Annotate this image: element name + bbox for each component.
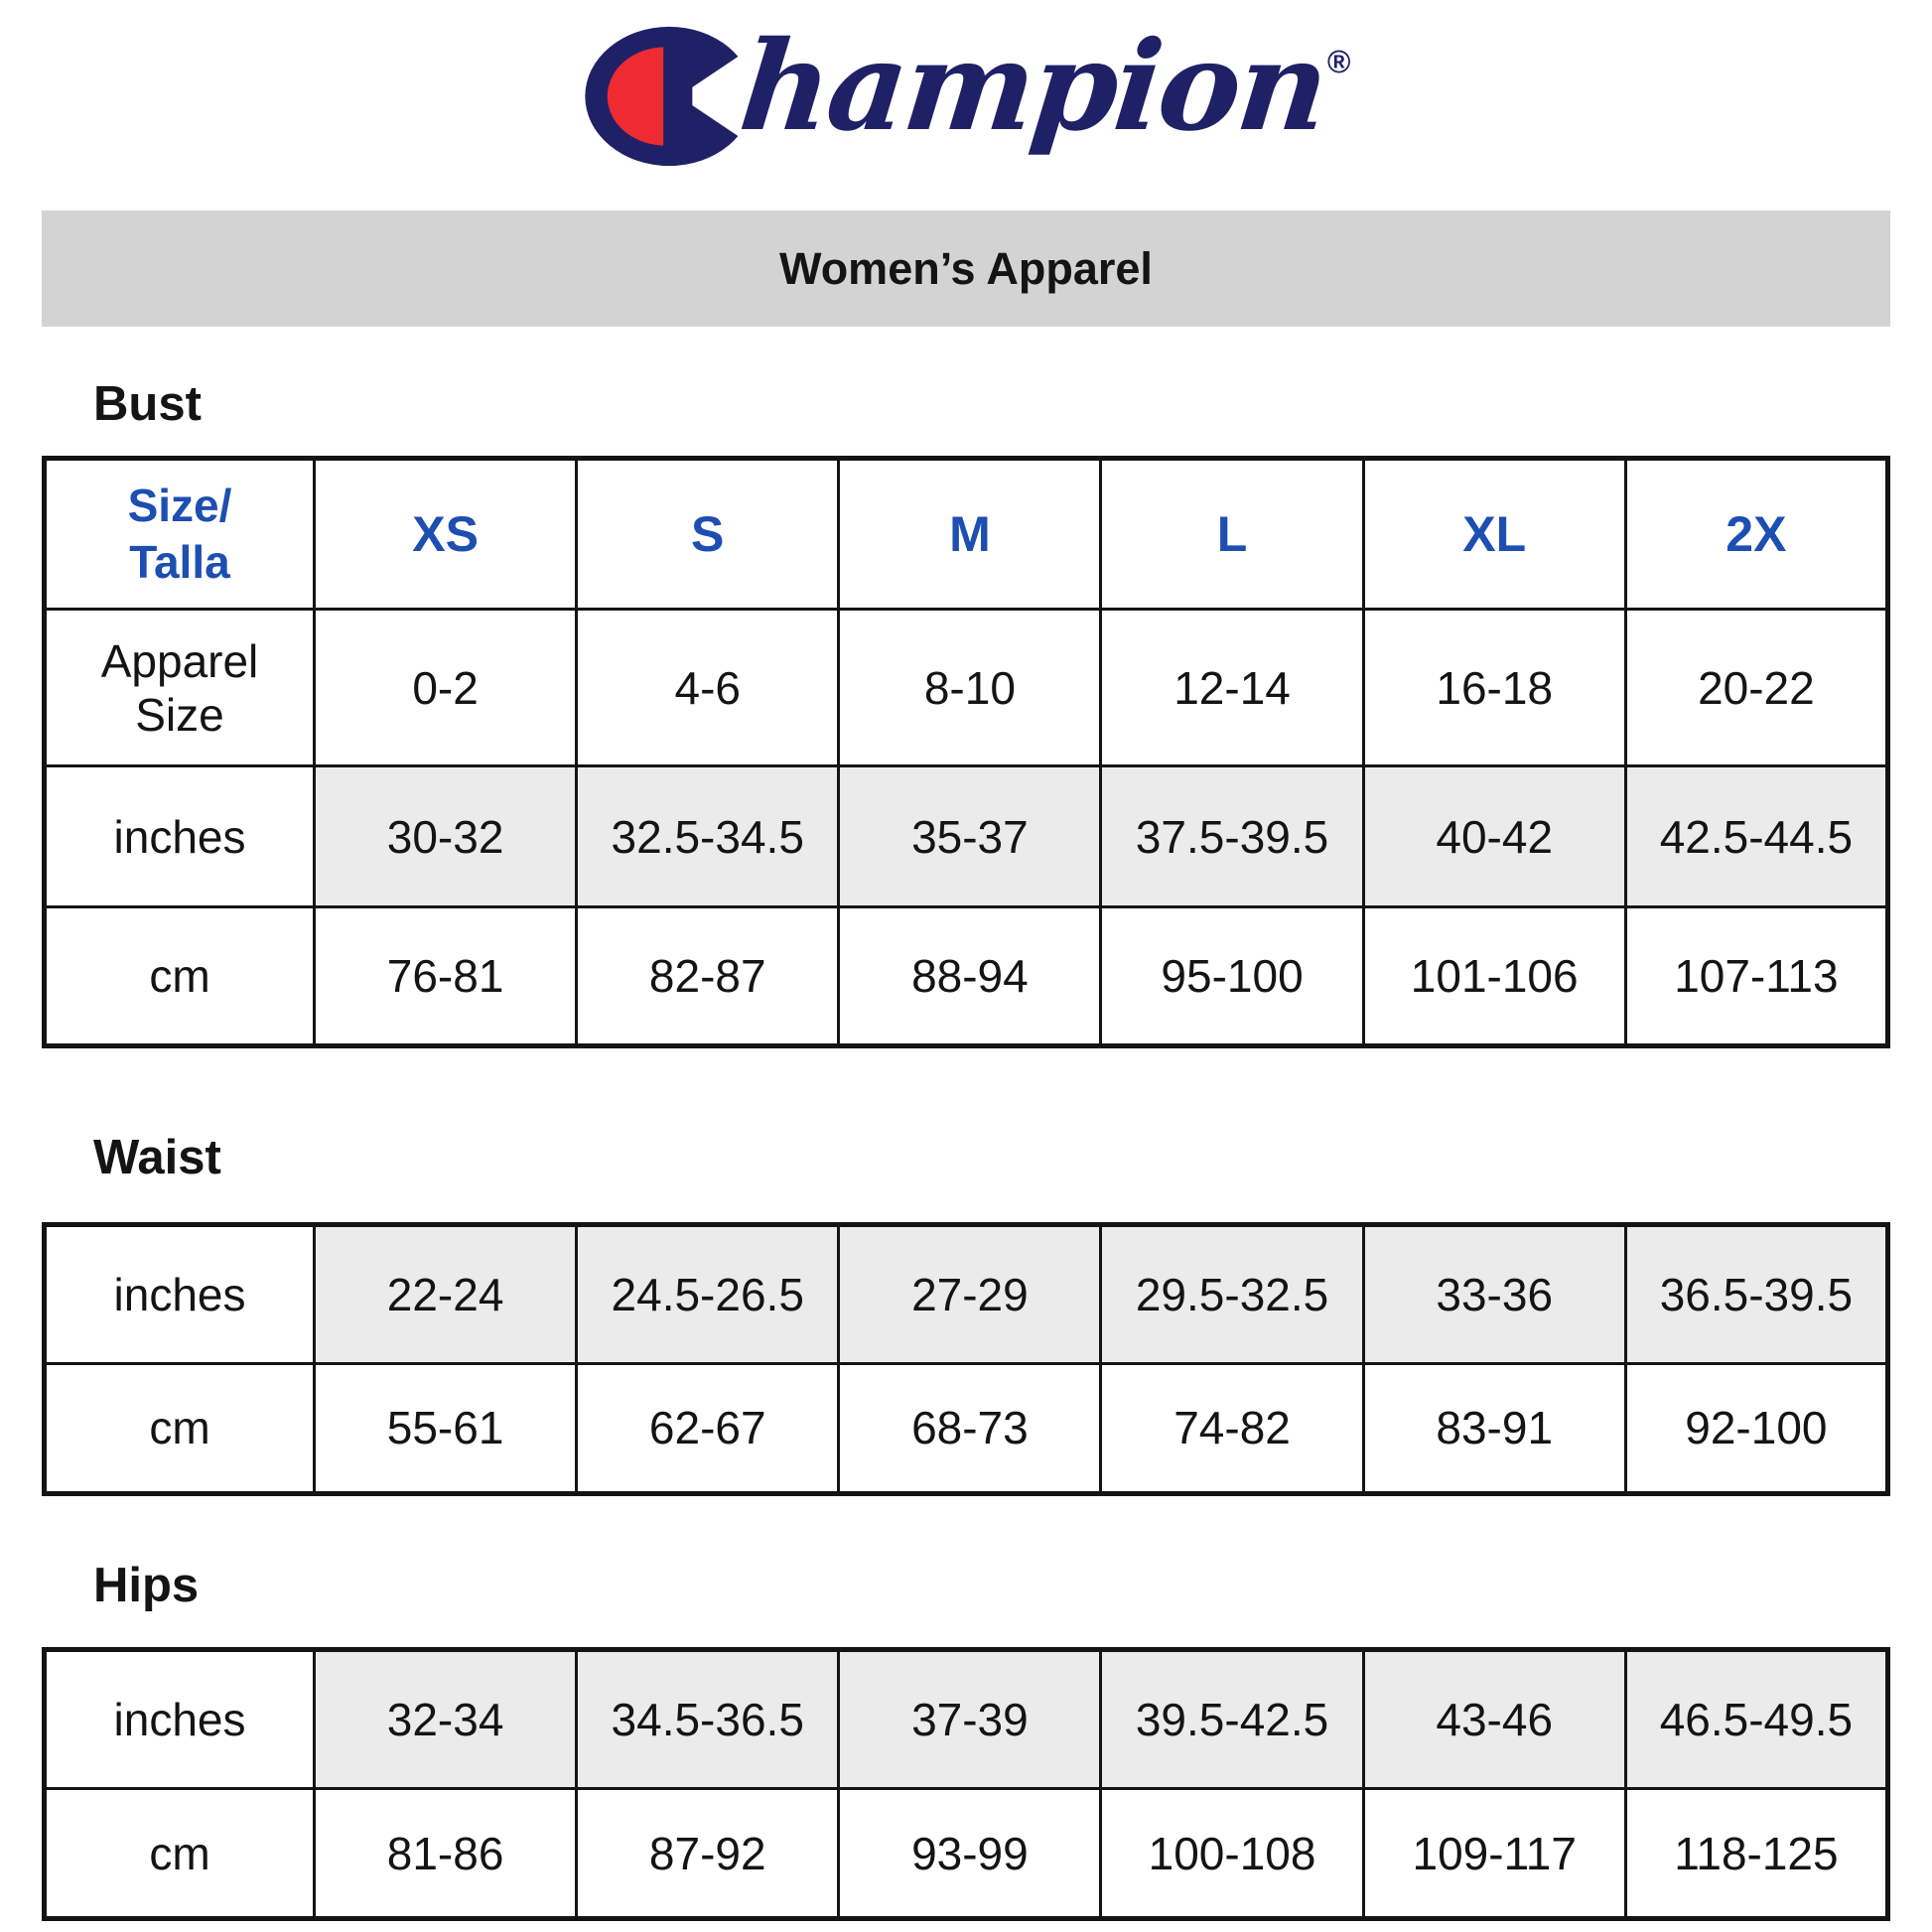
bust-cm-2x: 107-113	[1623, 905, 1890, 1048]
bust-apparel-s: 4-6	[575, 608, 841, 768]
row-label-inches: inches	[43, 764, 316, 909]
waist-cm-row: cm 55-61 62-67 68-73 74-82 83-91 92-100	[43, 1361, 1890, 1495]
size-col-m: M	[837, 457, 1103, 612]
hips-inches-2x: 46.5-49.5	[1623, 1648, 1890, 1791]
row-label-cm: cm	[43, 905, 316, 1048]
hips-inches-xl: 43-46	[1361, 1648, 1627, 1791]
bust-apparel-m: 8-10	[837, 608, 1103, 768]
row-label-inches: inches	[43, 1648, 316, 1791]
hips-inches-l: 39.5-42.5	[1099, 1648, 1365, 1791]
hips-cm-m: 93-99	[837, 1787, 1103, 1921]
title-bar: Women’s Apparel	[42, 210, 1890, 327]
bust-inches-l: 37.5-39.5	[1099, 764, 1365, 909]
bust-size-header-row: Size/ Talla XS S M L XL 2X	[43, 457, 1890, 612]
bust-cm-s: 82-87	[575, 905, 841, 1048]
bust-apparel-xl: 16-18	[1361, 608, 1627, 768]
size-col-xl: XL	[1361, 457, 1627, 612]
hips-cm-s: 87-92	[575, 1787, 841, 1921]
waist-table: inches 22-24 24.5-26.5 27-29 29.5-32.5 3…	[42, 1221, 1890, 1496]
bust-inches-s: 32.5-34.5	[575, 764, 841, 909]
hips-inches-m: 37-39	[837, 1648, 1103, 1791]
brand-wordmark: hampion	[733, 15, 1332, 159]
size-col-xs: XS	[312, 457, 579, 612]
waist-inches-xl: 33-36	[1361, 1222, 1627, 1365]
hips-cm-2x: 118-125	[1623, 1787, 1890, 1921]
bust-cm-row: cm 76-81 82-87 88-94 95-100 101-106 107-…	[43, 905, 1890, 1048]
hips-cm-xs: 81-86	[312, 1787, 579, 1921]
size-chart: Women’s Apparel Bust Size/ Talla XS S M …	[42, 210, 1890, 1922]
hips-cm-xl: 109-117	[1361, 1787, 1627, 1921]
bust-apparel-l: 12-14	[1099, 608, 1365, 768]
size-col-l: L	[1099, 457, 1365, 612]
bust-cm-xs: 76-81	[312, 905, 579, 1048]
bust-cm-m: 88-94	[837, 905, 1103, 1048]
size-col-2x: 2X	[1623, 457, 1890, 612]
waist-cm-xs: 55-61	[312, 1361, 579, 1495]
bust-inches-m: 35-37	[837, 764, 1103, 909]
row-label-cm: cm	[43, 1787, 316, 1921]
waist-inches-l: 29.5-32.5	[1099, 1222, 1365, 1365]
waist-cm-m: 68-73	[837, 1361, 1103, 1495]
bust-apparel-xs: 0-2	[312, 608, 579, 768]
bust-inches-xs: 30-32	[312, 764, 579, 909]
section-label-hips: Hips	[93, 1558, 200, 1612]
waist-inches-s: 24.5-26.5	[575, 1222, 841, 1365]
page-title: Women’s Apparel	[779, 242, 1153, 294]
size-col-s: S	[575, 457, 841, 612]
waist-cm-2x: 92-100	[1623, 1361, 1890, 1495]
waist-inches-row: inches 22-24 24.5-26.5 27-29 29.5-32.5 3…	[43, 1222, 1890, 1365]
waist-cm-xl: 83-91	[1361, 1361, 1627, 1495]
bust-apparel-2x: 20-22	[1623, 608, 1890, 768]
waist-cm-s: 62-67	[575, 1361, 841, 1495]
section-label-bust: Bust	[93, 377, 202, 431]
waist-inches-m: 27-29	[837, 1222, 1103, 1365]
waist-inches-2x: 36.5-39.5	[1623, 1222, 1890, 1365]
bust-inches-xl: 40-42	[1361, 764, 1627, 909]
bust-table: Size/ Talla XS S M L XL 2X Apparel Size …	[42, 456, 1890, 1049]
champion-logo: hampion ®	[0, 0, 1932, 167]
row-label-cm: cm	[43, 1361, 316, 1495]
bust-cm-l: 95-100	[1099, 905, 1365, 1048]
bust-cm-xl: 101-106	[1361, 905, 1627, 1048]
waist-inches-xs: 22-24	[312, 1222, 579, 1365]
row-label-inches: inches	[43, 1222, 316, 1365]
hips-cm-l: 100-108	[1099, 1787, 1365, 1921]
hips-inches-row: inches 32-34 34.5-36.5 37-39 39.5-42.5 4…	[43, 1648, 1890, 1791]
bust-apparel-size-row: Apparel Size 0-2 4-6 8-10 12-14 16-18 20…	[43, 608, 1890, 768]
waist-cm-l: 74-82	[1099, 1361, 1365, 1495]
hips-inches-xs: 32-34	[312, 1648, 579, 1791]
hips-table: inches 32-34 34.5-36.5 37-39 39.5-42.5 4…	[42, 1647, 1890, 1922]
bust-inches-row: inches 30-32 32.5-34.5 35-37 37.5-39.5 4…	[43, 764, 1890, 909]
registered-trademark-symbol: ®	[1326, 44, 1351, 79]
hips-cm-row: cm 81-86 87-92 93-99 100-108 109-117 118…	[43, 1787, 1890, 1921]
size-talla-header: Size/ Talla	[43, 457, 316, 612]
champion-c-emblem-icon	[584, 26, 757, 167]
row-label-apparel-size: Apparel Size	[43, 608, 316, 768]
hips-inches-s: 34.5-36.5	[575, 1648, 841, 1791]
bust-inches-2x: 42.5-44.5	[1623, 764, 1890, 909]
section-label-waist: Waist	[93, 1131, 221, 1185]
